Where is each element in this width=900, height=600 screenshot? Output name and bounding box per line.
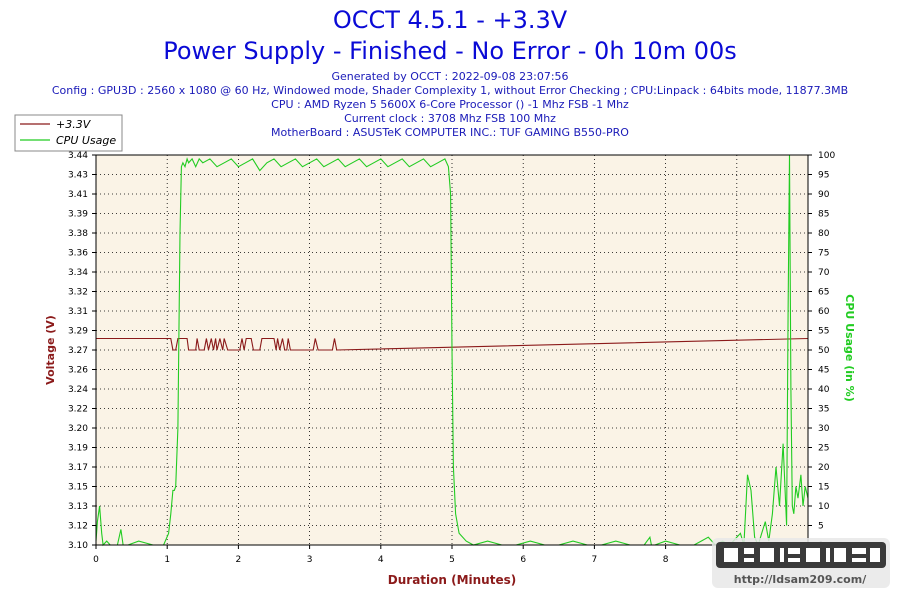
y-left-tick-label: 3.24	[68, 385, 88, 395]
y-right-tick-label: 35	[818, 405, 829, 415]
y-axis-left-label: Voltage (V)	[44, 315, 57, 385]
watermark-glyphs	[724, 548, 880, 562]
x-tick-label: 0	[93, 555, 99, 565]
y-right-tick-label: 95	[818, 171, 829, 181]
info-generated: Generated by OCCT : 2022-09-08 23:07:56	[331, 70, 568, 83]
y-right-tick-label: 70	[818, 268, 830, 278]
x-tick-label: 6	[520, 555, 526, 565]
y-left-tick-label: 3.44	[68, 151, 88, 161]
y-right-tick-label: 25	[818, 444, 829, 454]
plot-border	[95, 154, 809, 546]
y-right-tick-label: 80	[818, 229, 830, 239]
y-right-tick-label: 75	[818, 249, 829, 259]
y-right-tick-label: 55	[818, 327, 829, 337]
x-tick-label: 1	[164, 555, 170, 565]
legend-label-cpu: CPU Usage	[56, 134, 116, 147]
y-right-tick-label: 5	[818, 522, 824, 532]
series-line-cpu-usage	[95, 154, 809, 547]
x-tick-label: 5	[449, 555, 455, 565]
y-left-tick-label: 3.34	[68, 268, 88, 278]
chart-subtitle: Power Supply - Finished - No Error - 0h …	[163, 37, 737, 65]
x-tick-label: 2	[236, 555, 242, 565]
watermark-logo: http://ldsam209.com/	[712, 538, 890, 588]
y-left-tick-label: 3.22	[68, 405, 88, 415]
x-axis-label: Duration (Minutes)	[388, 573, 516, 587]
y-right-tick-label: 65	[818, 288, 829, 298]
y-right-tick-label: 30	[818, 424, 830, 434]
y-left-tick-label: 3.26	[68, 366, 88, 376]
y-right-tick-label: 40	[818, 385, 830, 395]
y-right-tick-label: 15	[818, 483, 829, 493]
series-lines	[95, 154, 809, 547]
y-right-tick-label: 50	[818, 346, 830, 356]
y-left-tick-label: 3.10	[68, 541, 88, 551]
axis-ticks: 0123456789103.103.123.133.153.173.193.20…	[68, 151, 835, 565]
y-right-tick-label: 85	[818, 210, 829, 220]
y-right-tick-label: 90	[818, 190, 830, 200]
y-left-tick-label: 3.36	[68, 249, 88, 259]
y-right-tick-label: 20	[818, 463, 830, 473]
y-left-tick-label: 3.38	[68, 229, 88, 239]
x-tick-label: 8	[663, 555, 669, 565]
y-left-tick-label: 3.39	[68, 210, 88, 220]
info-clock: Current clock : 3708 Mhz FSB 100 Mhz	[344, 112, 556, 125]
y-axis-right-label: CPU Usage (in %)	[843, 294, 856, 401]
y-left-tick-label: 3.17	[68, 463, 88, 473]
y-left-tick-label: 3.43	[68, 171, 88, 181]
y-left-tick-label: 3.29	[68, 327, 88, 337]
y-left-tick-label: 3.27	[68, 346, 88, 356]
x-tick-label: 7	[592, 555, 598, 565]
info-cpu: CPU : AMD Ryzen 5 5600X 6-Core Processor…	[271, 98, 629, 111]
series-line-voltage	[96, 337, 809, 351]
info-motherboard: MotherBoard : ASUSTeK COMPUTER INC.: TUF…	[271, 126, 629, 139]
y-right-tick-label: 100	[818, 151, 835, 161]
info-config: Config : GPU3D : 2560 x 1080 @ 60 Hz, Wi…	[52, 84, 848, 97]
legend-label-voltage: +3.3V	[56, 118, 92, 131]
y-left-tick-label: 3.13	[68, 502, 88, 512]
y-left-tick-label: 3.12	[68, 522, 88, 532]
watermark-glyph-band	[716, 542, 886, 568]
x-tick-label: 4	[378, 555, 384, 565]
x-tick-label: 3	[307, 555, 313, 565]
y-left-tick-label: 3.32	[68, 288, 88, 298]
y-right-tick-label: 10	[818, 502, 830, 512]
y-left-tick-label: 3.19	[68, 444, 88, 454]
legend: +3.3V CPU Usage	[14, 114, 123, 152]
y-left-tick-label: 3.20	[68, 424, 88, 434]
watermark-url: http://ldsam209.com/	[734, 573, 867, 586]
y-left-tick-label: 3.41	[68, 190, 88, 200]
y-left-tick-label: 3.31	[68, 307, 88, 317]
legend-box	[14, 114, 123, 152]
y-left-tick-label: 3.15	[68, 483, 88, 493]
y-right-tick-label: 60	[818, 307, 830, 317]
chart-title: OCCT 4.5.1 - +3.3V	[333, 6, 568, 34]
y-right-tick-label: 45	[818, 366, 829, 376]
